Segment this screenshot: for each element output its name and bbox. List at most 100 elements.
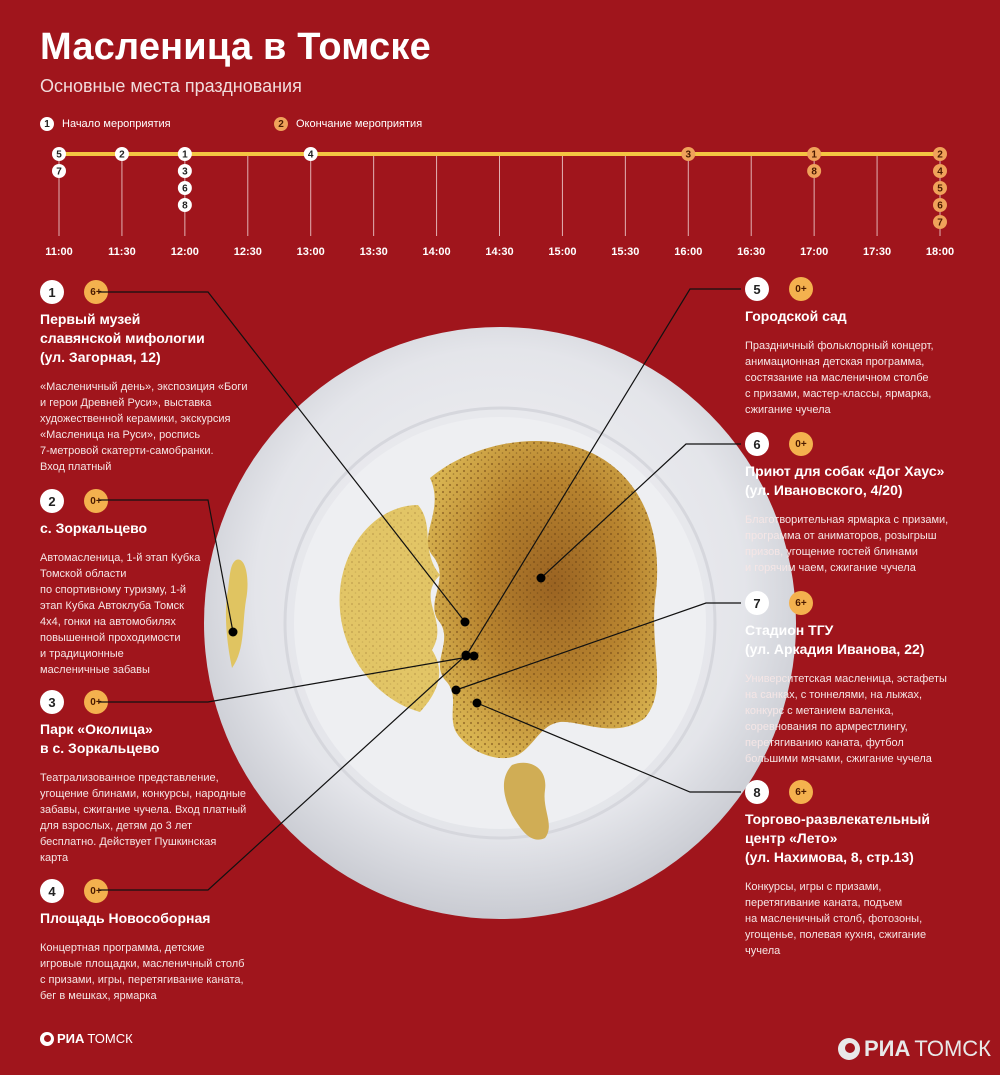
page-title: Масленица в Томске: [40, 26, 431, 68]
venue-name: Первый музей славянской мифологии (ул. З…: [40, 311, 205, 365]
venue-8: 8 6+ Торгово-развлекательный центр «Лето…: [745, 780, 975, 959]
tick-label: 11:00: [45, 246, 73, 258]
tick-label: 16:30: [737, 246, 765, 258]
end-marker: 3: [681, 147, 696, 161]
tick-label: 13:30: [360, 246, 388, 258]
svg-text:6: 6: [937, 201, 943, 212]
venue-number-badge: 8: [745, 780, 769, 804]
venue-6: 6 0+ Приют для собак «Дог Хаус» (ул. Ива…: [745, 432, 975, 576]
age-rating-badge: 0+: [84, 690, 108, 714]
start-marker: 7: [52, 164, 66, 178]
legend-end-label: Окончание мероприятия: [296, 118, 423, 130]
logo-text-bold: РИА: [57, 1031, 85, 1046]
venue-4: 4 0+ Площадь Новособорная Концертная про…: [40, 879, 270, 1004]
tick-label: 12:30: [234, 246, 262, 258]
venue-1: 1 6+ Первый музей славянской мифологии (…: [40, 280, 270, 475]
logo-text-light: ТОМСК: [87, 1031, 133, 1046]
legend-end-marker: 2: [274, 117, 288, 131]
svg-text:1: 1: [811, 150, 817, 161]
venue-name: Торгово-развлекательный центр «Лето» (ул…: [745, 811, 930, 865]
timeline-chart: 11:00 11:30 12:00 12:30 13:00 13:30 14:00 14:30…: [45, 147, 954, 258]
venue-description: Концертная программа, детские игровые пл…: [40, 942, 245, 1002]
venue-number-badge: 7: [745, 591, 769, 615]
svg-text:3: 3: [686, 150, 692, 161]
logo-text-bold: РИА: [864, 1036, 911, 1061]
svg-text:6: 6: [182, 184, 188, 195]
venue-number-badge: 5: [745, 277, 769, 301]
svg-text:5: 5: [56, 150, 62, 161]
ria-logo-icon: [40, 1031, 54, 1046]
svg-text:5: 5: [937, 184, 943, 195]
venue-name: Стадион ТГУ (ул. Аркадия Иванова, 22): [745, 622, 925, 657]
ria-tomsk-logo-large: РИА ТОМСК: [838, 1036, 991, 1062]
end-marker: 1: [807, 147, 822, 161]
venue-number-badge: 1: [40, 280, 64, 304]
age-rating-badge: 6+: [789, 591, 813, 615]
svg-text:4: 4: [937, 167, 943, 178]
venue-number-badge: 4: [40, 879, 64, 903]
svg-text:7: 7: [937, 218, 943, 229]
svg-text:8: 8: [811, 167, 817, 178]
tick-label: 13:00: [297, 246, 325, 258]
tick-label: 12:00: [171, 246, 199, 258]
venue-description: Праздничный фольклорный концерт, анимаци…: [745, 340, 934, 416]
logo-text-light: ТОМСК: [914, 1036, 991, 1061]
venue-7: 7 6+ Стадион ТГУ (ул. Аркадия Иванова, 2…: [745, 591, 975, 767]
start-marker: 4: [303, 147, 318, 161]
age-rating-badge: 6+: [84, 280, 108, 304]
legend-start: 1 Начало мероприятия: [40, 117, 171, 131]
svg-text:1: 1: [182, 150, 188, 161]
end-marker: 5: [933, 181, 947, 195]
venue-description: «Масленичный день», экспозиция «Боги и г…: [40, 381, 248, 473]
tick-label: 16:00: [674, 246, 702, 258]
venue-name: Городской сад: [745, 308, 847, 324]
venue-name: с. Зоркальцево: [40, 520, 148, 536]
venue-name: Парк «Околица» в с. Зоркальцево: [40, 721, 160, 756]
start-marker: 3: [177, 164, 192, 178]
svg-text:2: 2: [119, 150, 125, 161]
tick-label: 14:00: [423, 246, 451, 258]
tick-label: 14:30: [485, 246, 513, 258]
venue-3: 3 0+ Парк «Околица» в с. Зоркальцево Теа…: [40, 690, 270, 866]
venue-number-badge: 6: [745, 432, 769, 456]
ria-tomsk-logo: РИА ТОМСК: [40, 1031, 133, 1046]
start-marker: 6: [177, 181, 192, 195]
age-rating-badge: 0+: [789, 432, 813, 456]
end-marker: 7: [933, 215, 947, 229]
start-marker: 2: [114, 147, 129, 161]
end-marker: 4: [933, 164, 947, 178]
tick-label: 17:00: [800, 246, 828, 258]
venue-description: Автомасленица, 1-й этап Кубка Томской об…: [40, 552, 201, 676]
age-rating-badge: 0+: [84, 489, 108, 513]
end-marker: 8: [807, 164, 822, 178]
venue-description: Благотворительная ярмарка с призами, про…: [745, 514, 949, 574]
ria-logo-icon: [838, 1038, 860, 1060]
venue-number-badge: 2: [40, 489, 64, 513]
page-subtitle: Основные места празднования: [40, 76, 302, 96]
venue-description: Театрализованное представление, угощение…: [40, 772, 247, 864]
start-marker: 5: [52, 147, 66, 161]
start-marker: 8: [177, 198, 192, 212]
svg-text:4: 4: [308, 150, 314, 161]
age-rating-badge: 6+: [789, 780, 813, 804]
legend-start-marker: 1: [40, 117, 54, 131]
venue-2: 2 0+ с. Зоркальцево Автомасленица, 1-й э…: [40, 489, 270, 678]
end-marker: 6: [933, 198, 947, 212]
legend-end: 2 Окончание мероприятия: [274, 117, 422, 131]
svg-text:2: 2: [937, 150, 943, 161]
tick-label: 15:00: [548, 246, 576, 258]
tick-label: 17:30: [863, 246, 891, 258]
svg-text:7: 7: [56, 167, 62, 178]
venue-number-badge: 3: [40, 690, 64, 714]
svg-text:3: 3: [182, 167, 188, 178]
venue-description: Университетская масленица, эстафеты на с…: [745, 673, 947, 765]
venue-5: 5 0+ Городской сад Праздничный фольклорн…: [745, 277, 975, 418]
end-marker: 2: [933, 147, 947, 161]
pancake-main-texture: [427, 440, 658, 759]
venue-name: Площадь Новособорная: [40, 910, 211, 926]
tick-label: 15:30: [611, 246, 639, 258]
legend-start-label: Начало мероприятия: [62, 118, 171, 130]
age-rating-badge: 0+: [789, 277, 813, 301]
svg-text:8: 8: [182, 201, 188, 212]
start-marker: 1: [177, 147, 192, 161]
